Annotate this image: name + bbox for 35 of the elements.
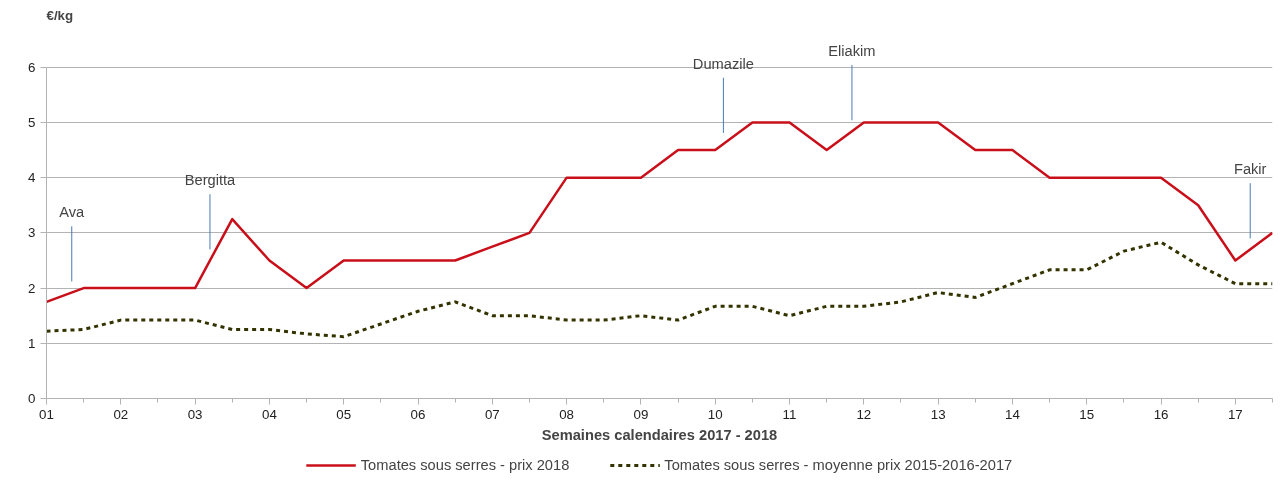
x-tick-label: 17 [1227, 406, 1243, 422]
ref-line-label: Ava [59, 204, 86, 221]
x-tick-label: 04 [262, 406, 278, 422]
legend-label: Tomates sous serres - moyenne prix 2015-2016-2017 [664, 457, 1013, 473]
y-tick-label: 5 [28, 114, 36, 130]
y-tick-label: 4 [28, 170, 37, 186]
y-tick-label: 0 [28, 391, 36, 406]
y-tick-label: 1 [28, 335, 36, 351]
x-tick-label: 05 [336, 406, 352, 422]
ref-line-label: Eliakim [828, 43, 876, 60]
x-tick-label: 01 [39, 406, 54, 422]
x-tick-label: 08 [559, 406, 575, 422]
x-tick-label: 03 [187, 406, 203, 422]
x-tick-label: 10 [707, 406, 723, 422]
line-series [46, 240, 1273, 339]
x-tick-label: 02 [113, 406, 129, 422]
x-axis-title: Semaines calendaires 2017 - 2018 [541, 426, 778, 443]
line-series [46, 121, 1273, 304]
ref-line-label: Bergitta [184, 172, 237, 189]
y-tick-label: 2 [28, 280, 36, 296]
legend-label: Tomates sous serres - prix 2018 [360, 457, 570, 473]
x-tick-label: 09 [633, 406, 649, 422]
x-tick-label: 15 [1079, 406, 1095, 422]
ref-line-label: Dumazile [692, 55, 754, 72]
x-tick-label: 12 [856, 406, 872, 422]
x-tick-label: 13 [930, 406, 946, 422]
x-tick-label: 07 [484, 406, 500, 422]
y-tick-label: 6 [28, 59, 36, 75]
x-tick-label: 11 [782, 406, 797, 422]
y-tick-label: 3 [28, 225, 36, 241]
x-tick-label: 14 [1005, 406, 1021, 422]
y-axis-title: €/kg [46, 7, 74, 23]
ref-line-label: Fakir [1233, 161, 1267, 178]
x-tick-label: 16 [1153, 406, 1169, 422]
x-tick-label: 06 [410, 406, 426, 422]
